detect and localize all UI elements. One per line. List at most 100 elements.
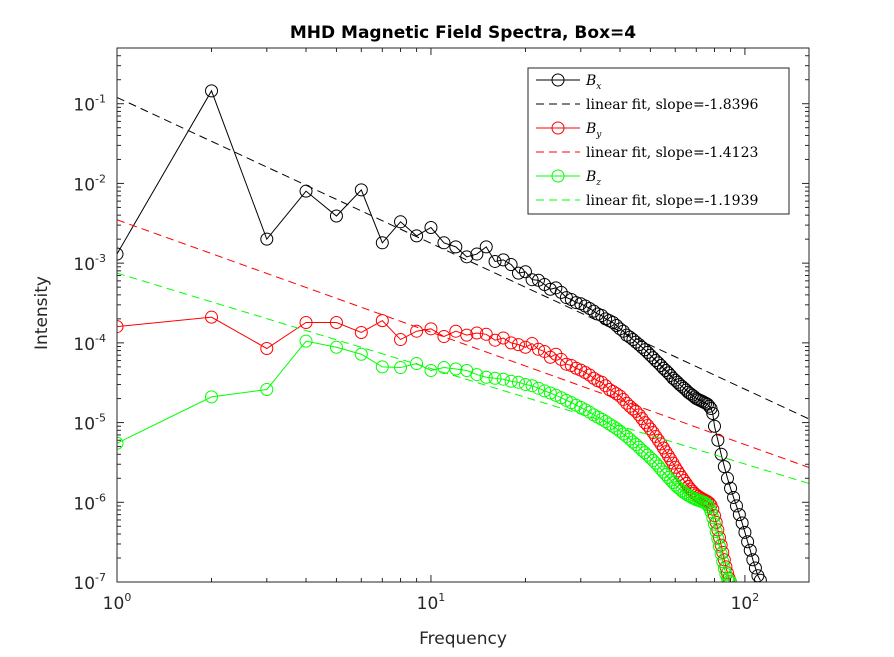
legend: Bx linear fit, slope=-1.8396 By linear fit,…	[527, 67, 790, 215]
data-point	[651, 356, 665, 370]
data-point	[656, 441, 670, 455]
legend-marker	[551, 73, 565, 87]
data-point	[701, 498, 714, 512]
data-point	[664, 368, 678, 382]
data-point	[511, 375, 525, 389]
series-1	[117, 96, 809, 420]
data-point	[511, 338, 525, 352]
data-point	[518, 340, 532, 354]
data-point	[549, 347, 563, 361]
data-point	[595, 412, 609, 426]
data-point	[699, 396, 713, 410]
data-point	[651, 433, 665, 447]
data-point	[479, 327, 493, 341]
data-point	[410, 357, 424, 371]
data-point	[470, 247, 484, 261]
data-point	[375, 236, 389, 250]
data-point	[613, 424, 627, 438]
data-point	[525, 273, 539, 287]
data-point	[659, 364, 673, 377]
data-point	[711, 532, 725, 546]
data-point	[709, 515, 723, 529]
chart-title: MHD Magnetic Field Spectra, Box=4	[290, 23, 636, 43]
data-point	[299, 334, 313, 348]
legend-item-3: linear fit, slope=-1.4123	[536, 145, 758, 161]
data-point	[714, 547, 728, 561]
data-point	[661, 470, 675, 484]
series-5	[117, 272, 809, 484]
data-point	[554, 352, 568, 366]
data-point	[518, 378, 532, 392]
data-point	[706, 406, 720, 420]
data-point	[260, 232, 274, 246]
data-point	[299, 316, 313, 330]
data-point	[518, 265, 532, 279]
data-point	[205, 390, 219, 404]
data-point	[525, 379, 539, 393]
data-point	[587, 304, 601, 318]
data-point	[716, 555, 730, 569]
legend-label: Bx	[585, 73, 601, 92]
data-point	[531, 342, 545, 356]
data-point	[714, 538, 728, 552]
data-point	[654, 359, 668, 372]
data-point	[616, 392, 630, 406]
legend-label: By	[585, 121, 602, 140]
data-point	[583, 405, 597, 419]
data-point	[488, 333, 502, 347]
data-point	[727, 490, 741, 504]
data-point	[437, 330, 451, 344]
data-point	[117, 320, 124, 334]
fit-line-3	[117, 219, 809, 468]
data-point	[511, 266, 525, 280]
legend-item-5: linear fit, slope=-1.1939	[536, 193, 758, 209]
data-point	[732, 508, 746, 522]
data-point	[664, 473, 678, 487]
data-point	[595, 375, 609, 389]
series-0	[117, 84, 767, 582]
data-point	[620, 328, 634, 342]
x-axis-label: Frequency	[419, 629, 507, 649]
data-point	[702, 399, 716, 413]
data-point	[260, 341, 274, 355]
data-point	[697, 495, 711, 509]
data-point	[354, 347, 368, 361]
data-point	[738, 525, 752, 539]
data-point	[538, 384, 552, 398]
data-point	[743, 543, 757, 557]
data-point	[449, 362, 463, 376]
data-point	[724, 575, 738, 582]
plot-area	[117, 84, 809, 582]
data-point	[117, 436, 124, 450]
data-point	[354, 325, 368, 339]
data-point	[375, 360, 389, 374]
legend-item-1: linear fit, slope=-1.8396	[536, 97, 758, 113]
y-tick-label: 10-5	[73, 412, 106, 435]
data-point	[488, 371, 502, 385]
data-point	[610, 422, 624, 436]
data-point	[720, 471, 734, 485]
data-point	[707, 419, 721, 433]
data-point	[720, 572, 734, 582]
y-tick-label: 10-1	[73, 93, 106, 116]
legend-marker	[551, 169, 565, 183]
data-point	[205, 310, 219, 324]
legend-label: linear fit, slope=-1.8396	[586, 97, 758, 113]
data-point	[722, 574, 736, 582]
data-point	[424, 322, 438, 336]
data-point	[659, 445, 673, 459]
data-point	[394, 361, 408, 375]
data-point	[707, 517, 721, 531]
data-point	[410, 229, 424, 243]
data-point	[496, 253, 510, 267]
data-point	[661, 366, 675, 380]
data-point	[656, 361, 670, 375]
y-tick-label: 10-7	[73, 571, 106, 594]
data-point	[641, 448, 655, 462]
data-point	[410, 324, 424, 338]
data-point	[329, 316, 343, 330]
legend-label: linear fit, slope=-1.1939	[586, 193, 758, 209]
data-point	[641, 345, 655, 359]
data-point	[205, 84, 219, 98]
data-point	[554, 285, 568, 299]
